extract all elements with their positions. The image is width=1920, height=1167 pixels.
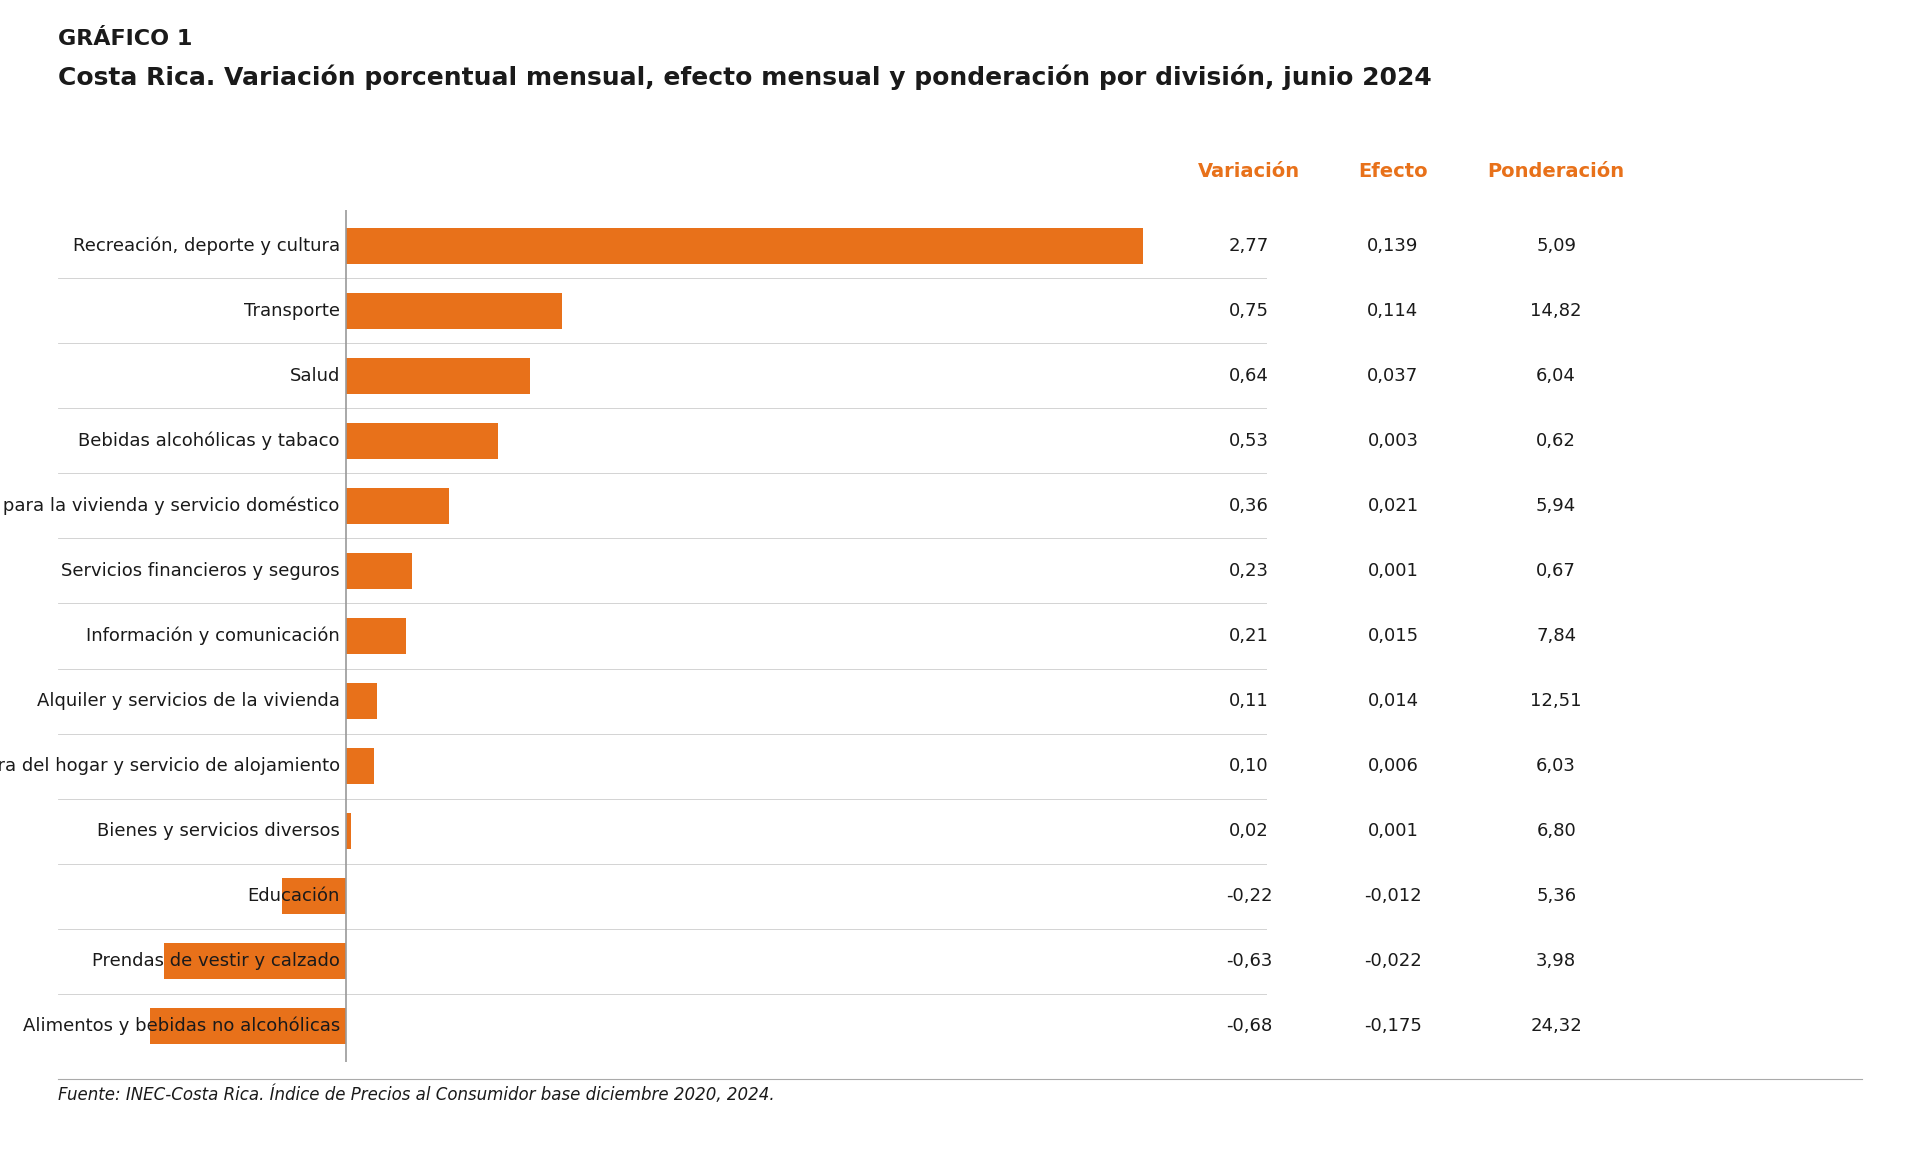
Text: Comidas fuera del hogar y servicio de alojamiento: Comidas fuera del hogar y servicio de al… — [0, 757, 340, 775]
Bar — [346, 813, 351, 850]
Bar — [346, 424, 499, 459]
Text: 0,10: 0,10 — [1229, 757, 1269, 775]
Text: 0,53: 0,53 — [1229, 432, 1269, 450]
Text: Efecto: Efecto — [1357, 162, 1428, 181]
Text: 2,77: 2,77 — [1229, 237, 1269, 254]
Text: -0,022: -0,022 — [1363, 952, 1423, 970]
Text: Servicios financieros y seguros: Servicios financieros y seguros — [61, 562, 340, 580]
Text: Costa Rica. Variación porcentual mensual, efecto mensual y ponderación por divis: Costa Rica. Variación porcentual mensual… — [58, 64, 1430, 90]
Bar — [165, 943, 346, 979]
Bar — [150, 1008, 346, 1044]
Bar — [346, 293, 561, 329]
Text: Prendas de vestir y calzado: Prendas de vestir y calzado — [92, 952, 340, 970]
Text: -0,22: -0,22 — [1225, 887, 1273, 906]
Text: 24,32: 24,32 — [1530, 1018, 1582, 1035]
Text: Fuente: INEC-Costa Rica. Índice de Precios al Consumidor base diciembre 2020, 20: Fuente: INEC-Costa Rica. Índice de Preci… — [58, 1085, 774, 1104]
Bar — [346, 619, 407, 654]
Text: GRÁFICO 1: GRÁFICO 1 — [58, 29, 192, 49]
Text: 5,94: 5,94 — [1536, 497, 1576, 515]
Bar — [282, 879, 346, 914]
Text: Salud: Salud — [290, 366, 340, 385]
Text: 0,021: 0,021 — [1367, 497, 1419, 515]
Text: Bebidas alcohólicas y tabaco: Bebidas alcohólicas y tabaco — [79, 432, 340, 450]
Text: -0,68: -0,68 — [1225, 1018, 1273, 1035]
Text: 14,82: 14,82 — [1530, 302, 1582, 320]
Text: -0,012: -0,012 — [1363, 887, 1423, 906]
Text: 6,03: 6,03 — [1536, 757, 1576, 775]
Text: 0,003: 0,003 — [1367, 432, 1419, 450]
Text: 0,23: 0,23 — [1229, 562, 1269, 580]
Text: 0,11: 0,11 — [1229, 692, 1269, 710]
Text: 0,037: 0,037 — [1367, 366, 1419, 385]
Bar — [346, 683, 376, 719]
Text: 6,04: 6,04 — [1536, 366, 1576, 385]
Bar — [346, 553, 413, 589]
Text: Variación: Variación — [1198, 162, 1300, 181]
Text: Muebles, artículos para la vivienda y servicio doméstico: Muebles, artículos para la vivienda y se… — [0, 497, 340, 515]
Text: 0,114: 0,114 — [1367, 302, 1419, 320]
Text: 0,67: 0,67 — [1536, 562, 1576, 580]
Text: -0,175: -0,175 — [1363, 1018, 1423, 1035]
Text: Alquiler y servicios de la vivienda: Alquiler y servicios de la vivienda — [36, 692, 340, 710]
Text: 5,36: 5,36 — [1536, 887, 1576, 906]
Text: 0,75: 0,75 — [1229, 302, 1269, 320]
Text: 0,001: 0,001 — [1367, 562, 1419, 580]
Text: 5,09: 5,09 — [1536, 237, 1576, 254]
Text: 6,80: 6,80 — [1536, 822, 1576, 840]
Text: 0,014: 0,014 — [1367, 692, 1419, 710]
Text: Educación: Educación — [248, 887, 340, 906]
Text: Ponderación: Ponderación — [1488, 162, 1624, 181]
Text: 0,015: 0,015 — [1367, 627, 1419, 645]
Text: -0,63: -0,63 — [1225, 952, 1273, 970]
Text: 0,006: 0,006 — [1367, 757, 1419, 775]
Text: Alimentos y bebidas no alcohólicas: Alimentos y bebidas no alcohólicas — [23, 1016, 340, 1035]
Text: 0,139: 0,139 — [1367, 237, 1419, 254]
Bar — [346, 358, 530, 393]
Text: 0,02: 0,02 — [1229, 822, 1269, 840]
Text: Transporte: Transporte — [244, 302, 340, 320]
Text: 3,98: 3,98 — [1536, 952, 1576, 970]
Text: 0,62: 0,62 — [1536, 432, 1576, 450]
Bar — [346, 748, 374, 784]
Bar — [346, 228, 1144, 264]
Text: 0,36: 0,36 — [1229, 497, 1269, 515]
Bar — [346, 488, 449, 524]
Text: 0,001: 0,001 — [1367, 822, 1419, 840]
Text: 0,64: 0,64 — [1229, 366, 1269, 385]
Text: Recreación, deporte y cultura: Recreación, deporte y cultura — [73, 237, 340, 256]
Text: 0,21: 0,21 — [1229, 627, 1269, 645]
Text: Información y comunicación: Información y comunicación — [86, 627, 340, 645]
Text: 7,84: 7,84 — [1536, 627, 1576, 645]
Text: Bienes y servicios diversos: Bienes y servicios diversos — [98, 822, 340, 840]
Text: 12,51: 12,51 — [1530, 692, 1582, 710]
